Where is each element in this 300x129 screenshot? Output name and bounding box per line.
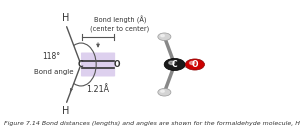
Circle shape: [169, 61, 175, 64]
Circle shape: [158, 88, 171, 96]
Text: Figure 7.14 Bond distances (lengths) and angles are shown for the formaldehyde m: Figure 7.14 Bond distances (lengths) and…: [4, 121, 300, 126]
Circle shape: [158, 33, 171, 41]
FancyBboxPatch shape: [81, 53, 115, 76]
Text: 118°: 118°: [42, 52, 61, 61]
Text: 1.21Å: 1.21Å: [86, 85, 110, 94]
Circle shape: [185, 59, 205, 70]
Text: Bond angle: Bond angle: [34, 69, 74, 75]
Text: C: C: [78, 60, 84, 69]
Circle shape: [161, 90, 164, 92]
Text: H: H: [62, 106, 69, 116]
Circle shape: [164, 58, 185, 71]
Text: C: C: [172, 60, 177, 69]
Text: H: H: [62, 13, 69, 23]
Text: O: O: [114, 60, 120, 69]
Circle shape: [190, 61, 195, 64]
Text: Bond length (Å)
(center to center): Bond length (Å) (center to center): [90, 16, 149, 32]
Circle shape: [161, 35, 164, 37]
Text: O: O: [192, 60, 198, 69]
